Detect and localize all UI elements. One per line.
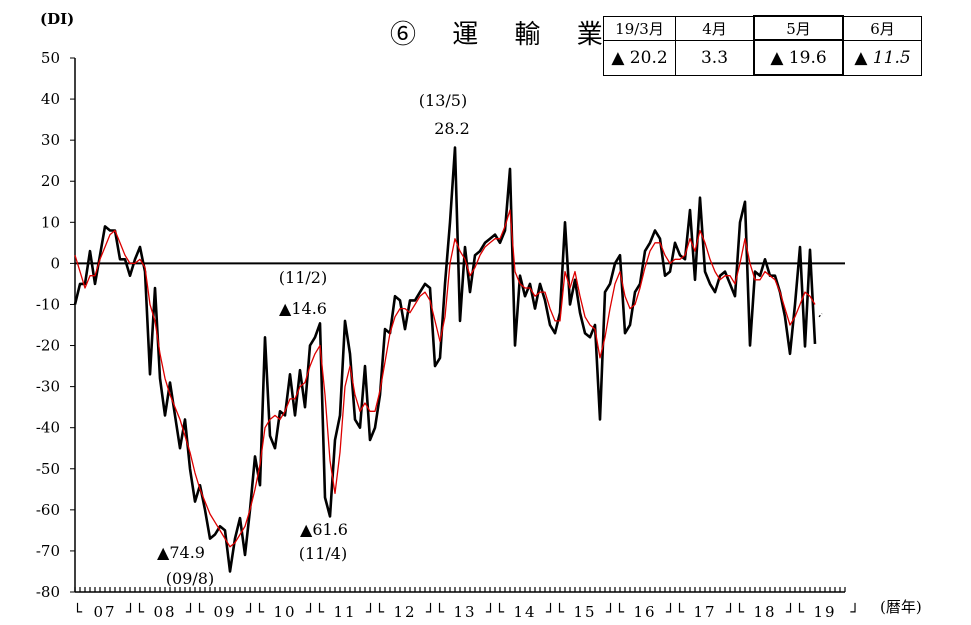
x-year-separator: ┘└ — [185, 602, 205, 621]
x-year-label: 11 — [333, 603, 356, 621]
y-tick-label: -30 — [36, 378, 60, 396]
y-tick-label: -60 — [36, 501, 60, 519]
summary-value-cell-highlight: ▲ 19.6 — [753, 39, 844, 76]
annotation-value: 28.2 — [434, 119, 470, 138]
x-year-separator: ┘└ — [425, 602, 445, 621]
summary-header-cell-highlight: 5月 — [753, 15, 844, 41]
y-tick-label: 20 — [41, 172, 60, 190]
x-year-label: 10 — [273, 603, 296, 621]
x-year-separator: ┘└ — [785, 602, 805, 621]
x-year-label: 16 — [633, 603, 656, 621]
x-year-label: 18 — [753, 603, 776, 621]
x-year-label: 09 — [213, 603, 236, 621]
summary-header-cell: 4月 — [675, 15, 755, 41]
x-year-label: 07 — [93, 603, 116, 621]
x-axis-unit-label: (暦年) — [880, 598, 922, 616]
forecast-dashed-line — [818, 313, 823, 318]
x-year-label: 14 — [513, 603, 536, 621]
x-year-label: 08 — [153, 603, 176, 621]
x-year-separator: ┘└ — [485, 602, 505, 621]
y-tick-label: 30 — [41, 131, 60, 149]
x-year-label: 17 — [693, 603, 716, 621]
summary-header-cell: 6月 — [842, 15, 922, 41]
summary-value-cell: ▲ 20.2 — [603, 39, 676, 76]
annotation-value: ▲61.6 — [300, 520, 348, 539]
annotation-label: (09/8) — [166, 569, 214, 588]
x-year-label: 12 — [393, 603, 416, 621]
y-tick-label: -40 — [36, 419, 60, 437]
x-year-separator: ┘ — [849, 602, 859, 621]
y-axis-unit-label: (DI) — [40, 10, 75, 28]
series-line-red — [74, 209, 816, 548]
chart-title: ⑥ 運 輸 業 — [390, 20, 617, 50]
y-tick-label: -20 — [36, 337, 60, 355]
x-year-separator: ┘└ — [665, 602, 685, 621]
x-year-separator: ┘└ — [605, 602, 625, 621]
annotation-value: ▲14.6 — [279, 299, 327, 318]
summary-header-cell: 19/3月 — [603, 15, 676, 41]
x-year-separator: ┘└ — [245, 602, 265, 621]
y-tick-label: -80 — [36, 583, 60, 601]
y-tick-label: 10 — [41, 213, 60, 231]
x-month-ticks — [74, 587, 846, 592]
y-tick-label: -50 — [36, 460, 60, 478]
y-tick-label: -10 — [36, 295, 60, 313]
annotation-value: ▲74.9 — [157, 543, 205, 562]
summary-value-cell: 3.3 — [675, 39, 755, 76]
y-tick-label: 50 — [41, 49, 60, 67]
summary-value-cell-forecast: ▲ 11.5 — [842, 39, 922, 76]
x-year-separator: ┘└ — [125, 602, 145, 621]
annotation-label: (11/4) — [299, 544, 347, 563]
y-tick-label: 40 — [41, 90, 60, 108]
annotation-label: (11/2) — [279, 268, 327, 287]
x-year-label: 19 — [813, 603, 836, 621]
series-line-black — [73, 146, 817, 573]
annotation-label: (13/5) — [419, 91, 467, 110]
x-year-separator: ┘└ — [305, 602, 325, 621]
y-tick-label: 0 — [50, 254, 60, 272]
x-bracket-start: └ — [73, 602, 83, 621]
x-year-label: 15 — [573, 603, 596, 621]
x-year-separator: ┘└ — [725, 602, 745, 621]
x-year-separator: ┘└ — [365, 602, 385, 621]
summary-table: 19/3月 4月 5月 6月 ▲ 20.2 3.3 ▲ 19.6 ▲ 11.5 — [603, 15, 922, 76]
x-year-separator: ┘└ — [545, 602, 565, 621]
y-tick-label: -70 — [36, 542, 60, 560]
x-year-label: 13 — [453, 603, 476, 621]
